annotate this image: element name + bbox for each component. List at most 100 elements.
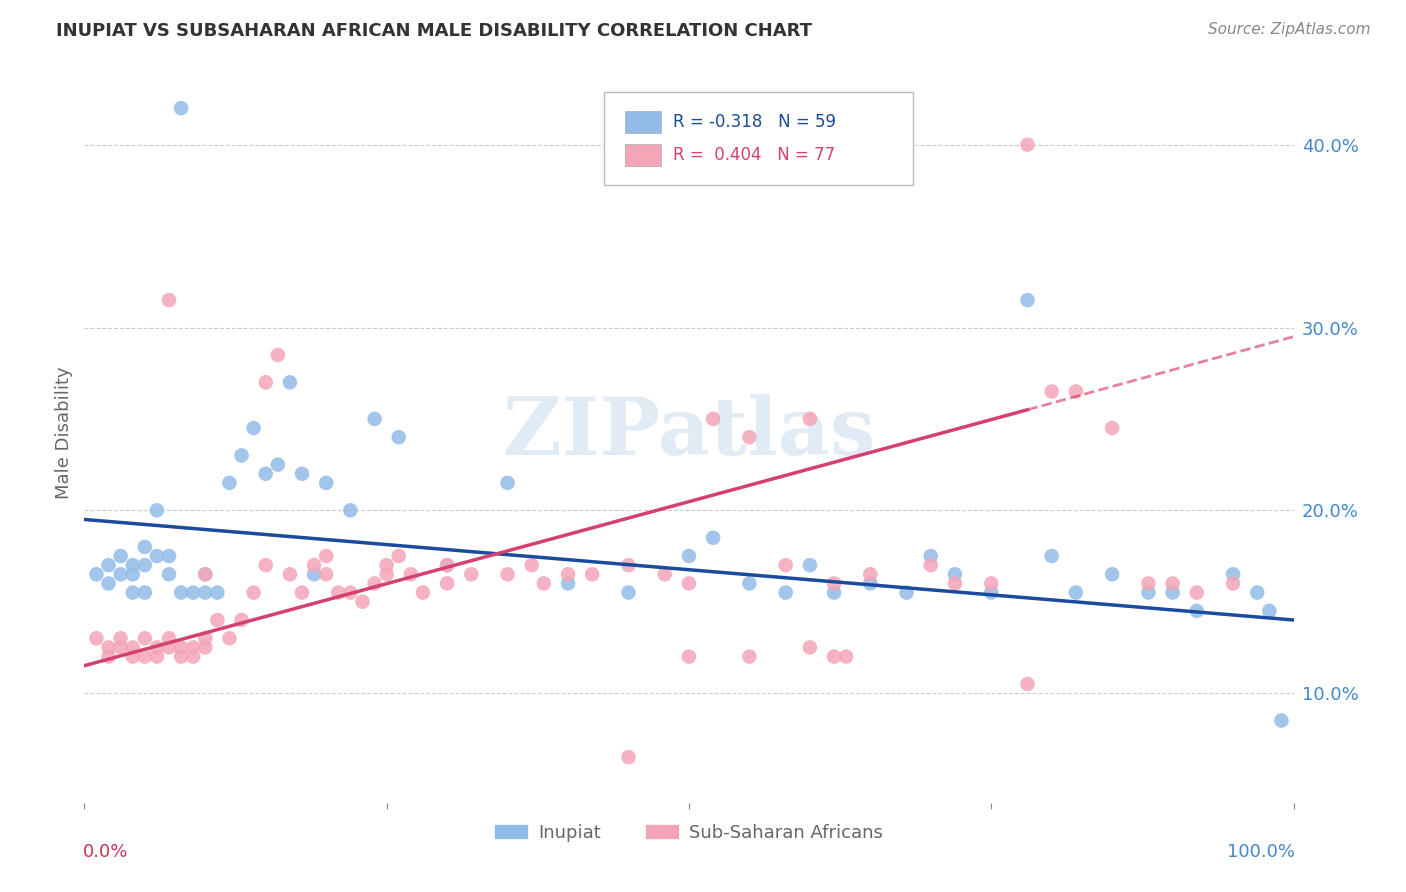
- FancyBboxPatch shape: [605, 92, 912, 185]
- FancyBboxPatch shape: [624, 111, 661, 133]
- Point: [1137, 576, 1160, 591]
- Point: [157, 293, 180, 307]
- Point: [194, 640, 217, 655]
- Point: [97, 649, 120, 664]
- Point: [207, 613, 229, 627]
- Point: [388, 430, 411, 444]
- Point: [278, 376, 301, 390]
- Point: [436, 558, 458, 573]
- Point: [617, 750, 640, 764]
- Point: [799, 412, 821, 426]
- Point: [1064, 384, 1087, 399]
- Point: [388, 549, 411, 563]
- Point: [1222, 567, 1244, 582]
- Point: [943, 567, 966, 582]
- Point: [1040, 549, 1063, 563]
- Point: [339, 503, 361, 517]
- Point: [1161, 576, 1184, 591]
- Point: [617, 558, 640, 573]
- Point: [110, 640, 132, 655]
- Point: [242, 585, 264, 599]
- Point: [460, 567, 482, 582]
- Point: [315, 475, 337, 490]
- Point: [496, 475, 519, 490]
- Point: [799, 558, 821, 573]
- Point: [157, 632, 180, 646]
- Point: [799, 640, 821, 655]
- Point: [315, 567, 337, 582]
- Point: [86, 567, 108, 582]
- Point: [557, 567, 579, 582]
- Point: [157, 549, 180, 563]
- Point: [678, 576, 700, 591]
- Point: [302, 567, 325, 582]
- Point: [823, 576, 845, 591]
- Point: [194, 585, 217, 599]
- Point: [352, 595, 374, 609]
- Point: [1137, 585, 1160, 599]
- Point: [146, 549, 169, 563]
- Point: [267, 458, 290, 472]
- Point: [738, 649, 761, 664]
- Point: [920, 549, 942, 563]
- Point: [496, 567, 519, 582]
- Point: [291, 585, 314, 599]
- Point: [134, 540, 156, 554]
- Point: [654, 567, 676, 582]
- Point: [436, 576, 458, 591]
- Point: [146, 649, 169, 664]
- Point: [678, 649, 700, 664]
- FancyBboxPatch shape: [624, 144, 661, 166]
- Point: [110, 632, 132, 646]
- Point: [86, 632, 108, 646]
- Point: [738, 430, 761, 444]
- Point: [702, 412, 724, 426]
- Point: [738, 576, 761, 591]
- Point: [242, 421, 264, 435]
- Point: [1185, 604, 1208, 618]
- Point: [134, 585, 156, 599]
- Point: [412, 585, 434, 599]
- Point: [835, 649, 858, 664]
- Point: [363, 412, 385, 426]
- Point: [254, 376, 277, 390]
- Y-axis label: Male Disability: Male Disability: [55, 367, 73, 499]
- Text: 0.0%: 0.0%: [83, 843, 128, 861]
- Point: [170, 101, 193, 115]
- Point: [823, 585, 845, 599]
- Point: [121, 585, 143, 599]
- Point: [170, 649, 193, 664]
- Point: [121, 567, 143, 582]
- Point: [181, 585, 204, 599]
- Point: [1017, 293, 1039, 307]
- Point: [170, 585, 193, 599]
- Point: [920, 558, 942, 573]
- Text: ZIPatlas: ZIPatlas: [503, 393, 875, 472]
- Point: [617, 585, 640, 599]
- Point: [97, 558, 120, 573]
- Point: [328, 585, 350, 599]
- Point: [157, 640, 180, 655]
- Point: [110, 567, 132, 582]
- Point: [1017, 137, 1039, 152]
- Point: [278, 567, 301, 582]
- Point: [533, 576, 555, 591]
- Point: [1246, 585, 1268, 599]
- Point: [775, 558, 797, 573]
- Point: [678, 549, 700, 563]
- Point: [134, 558, 156, 573]
- Point: [399, 567, 422, 582]
- Point: [121, 558, 143, 573]
- Text: 100.0%: 100.0%: [1226, 843, 1295, 861]
- Point: [181, 649, 204, 664]
- Point: [97, 640, 120, 655]
- Point: [1270, 714, 1292, 728]
- Point: [194, 567, 217, 582]
- Point: [97, 576, 120, 591]
- Point: [267, 348, 290, 362]
- Point: [291, 467, 314, 481]
- Legend: Inupiat, Sub-Saharan Africans: Inupiat, Sub-Saharan Africans: [488, 817, 890, 849]
- Point: [1101, 567, 1123, 582]
- Text: R = -0.318   N = 59: R = -0.318 N = 59: [673, 112, 837, 130]
- Point: [302, 558, 325, 573]
